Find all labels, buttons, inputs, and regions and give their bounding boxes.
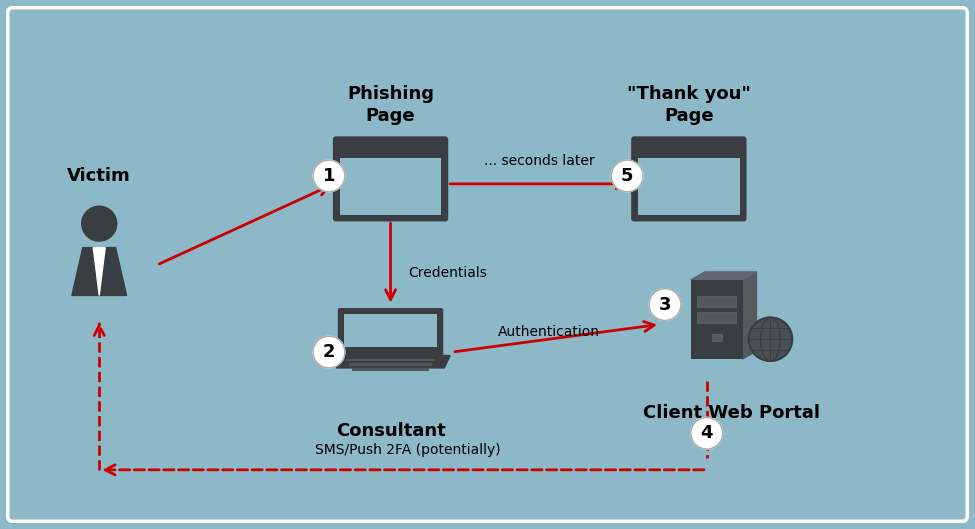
Text: 3: 3 bbox=[659, 296, 671, 314]
FancyBboxPatch shape bbox=[697, 312, 736, 323]
FancyBboxPatch shape bbox=[338, 308, 444, 357]
Circle shape bbox=[313, 336, 345, 368]
Polygon shape bbox=[691, 272, 757, 280]
Text: "Thank you"
Page: "Thank you" Page bbox=[627, 85, 751, 125]
Polygon shape bbox=[743, 272, 757, 359]
FancyBboxPatch shape bbox=[691, 280, 743, 359]
Text: Consultant: Consultant bbox=[335, 422, 446, 440]
Text: 5: 5 bbox=[621, 167, 634, 185]
Circle shape bbox=[313, 160, 345, 192]
Circle shape bbox=[82, 206, 117, 241]
Polygon shape bbox=[72, 248, 127, 296]
FancyBboxPatch shape bbox=[352, 368, 429, 371]
FancyBboxPatch shape bbox=[349, 363, 432, 367]
Circle shape bbox=[749, 317, 793, 361]
FancyArrowPatch shape bbox=[450, 179, 626, 189]
FancyBboxPatch shape bbox=[638, 158, 740, 215]
FancyBboxPatch shape bbox=[712, 334, 722, 341]
FancyBboxPatch shape bbox=[332, 136, 448, 222]
FancyArrowPatch shape bbox=[385, 223, 396, 300]
Polygon shape bbox=[94, 248, 105, 296]
FancyBboxPatch shape bbox=[636, 141, 742, 156]
Text: SMS/Push 2FA (potentially): SMS/Push 2FA (potentially) bbox=[315, 443, 501, 457]
Text: Authentication: Authentication bbox=[497, 325, 600, 339]
FancyArrowPatch shape bbox=[105, 465, 704, 475]
Text: Phishing
Page: Phishing Page bbox=[347, 85, 434, 125]
Text: 2: 2 bbox=[323, 343, 335, 361]
FancyBboxPatch shape bbox=[631, 136, 747, 222]
Text: Client Web Portal: Client Web Portal bbox=[644, 404, 820, 423]
Circle shape bbox=[691, 417, 722, 449]
Text: 4: 4 bbox=[700, 424, 713, 442]
FancyBboxPatch shape bbox=[340, 158, 442, 215]
Text: 1: 1 bbox=[323, 167, 335, 185]
FancyBboxPatch shape bbox=[338, 141, 444, 156]
FancyArrowPatch shape bbox=[455, 322, 654, 352]
FancyBboxPatch shape bbox=[346, 359, 435, 361]
FancyArrowPatch shape bbox=[160, 186, 329, 264]
Text: ... seconds later: ... seconds later bbox=[485, 154, 595, 168]
FancyBboxPatch shape bbox=[8, 8, 967, 521]
FancyBboxPatch shape bbox=[344, 314, 438, 346]
Polygon shape bbox=[331, 355, 450, 368]
Text: Victim: Victim bbox=[67, 167, 131, 185]
FancyArrowPatch shape bbox=[95, 324, 104, 335]
Circle shape bbox=[649, 289, 681, 321]
FancyBboxPatch shape bbox=[697, 296, 736, 307]
Text: Credentials: Credentials bbox=[409, 266, 488, 280]
Circle shape bbox=[611, 160, 644, 192]
